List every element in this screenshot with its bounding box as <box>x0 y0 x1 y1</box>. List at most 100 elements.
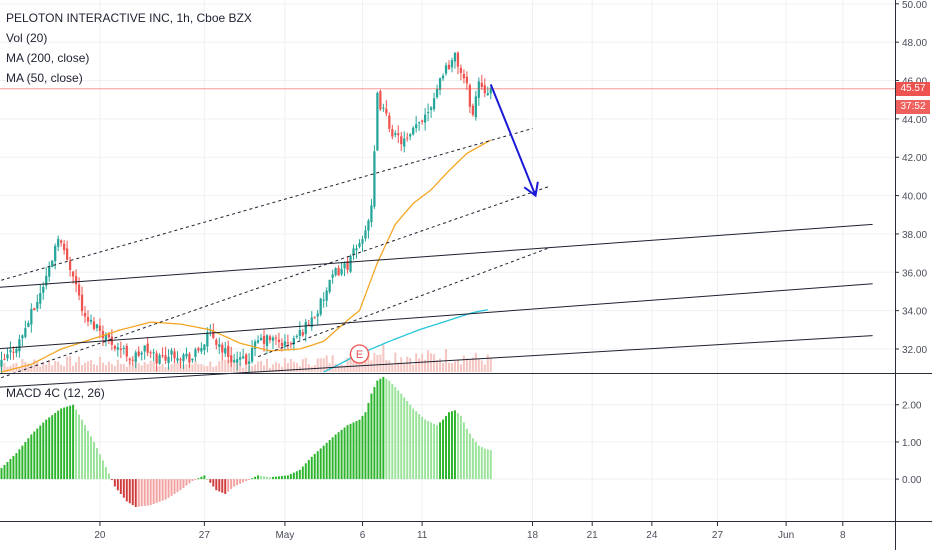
volume-bar <box>430 353 433 372</box>
volume-bar <box>42 362 45 372</box>
candle-body <box>253 341 257 349</box>
candle-body <box>325 290 328 301</box>
trend-line-0[interactable] <box>0 223 873 288</box>
symbol-title[interactable]: PELOTON INTERACTIVE INC, 1h, Cboe BZX <box>6 11 252 25</box>
price-axis-label: 42.00 <box>902 153 927 164</box>
volume-indicator-label[interactable]: Vol (20) <box>6 31 48 45</box>
trend-line-1[interactable] <box>0 283 873 350</box>
channel-line-dashed-4[interactable] <box>0 185 551 380</box>
volume-bar <box>116 359 119 372</box>
macd-histogram-bar <box>155 479 158 503</box>
volume-bar <box>259 361 263 372</box>
price-axis-label: 40.00 <box>902 192 927 203</box>
candle-body <box>337 267 340 276</box>
macd-histogram-bar <box>254 476 257 480</box>
macd-histogram-bar <box>445 415 447 480</box>
macd-histogram-bar <box>394 387 397 480</box>
volume-bar <box>9 365 12 372</box>
volume-bar <box>203 365 206 372</box>
ma50-indicator-label[interactable]: MA (50, close) <box>6 71 83 85</box>
candle-body <box>24 328 27 337</box>
volume-bar <box>346 357 349 372</box>
candle-body <box>206 332 209 347</box>
volume-bar <box>218 361 221 372</box>
candle-body <box>313 316 316 318</box>
volume-bar <box>331 355 334 372</box>
price-axis-label: 34.00 <box>902 307 927 318</box>
candle-body <box>271 337 275 341</box>
candle-body <box>125 345 128 357</box>
macd-histogram-bar <box>0 467 3 480</box>
volume-bar <box>51 365 54 372</box>
macd-histogram-bar <box>301 466 304 480</box>
candle-body <box>176 358 179 361</box>
macd-histogram-bar <box>400 393 403 480</box>
macd-histogram-bar <box>283 475 286 480</box>
candle-body <box>95 324 99 329</box>
candle-body <box>200 348 203 352</box>
projection-arrow-line[interactable] <box>489 83 537 196</box>
candle-body <box>456 52 460 67</box>
macd-histogram-bar <box>337 432 340 480</box>
macd-histogram-bar <box>421 416 424 480</box>
macd-histogram-bar <box>224 479 227 494</box>
macd-histogram-bar <box>200 476 203 480</box>
candle-body <box>283 341 287 347</box>
candle-body <box>486 93 489 96</box>
candle-body <box>376 92 379 151</box>
macd-histogram-bar <box>474 441 477 480</box>
volume-bar <box>164 367 167 372</box>
macd-histogram-bar <box>78 414 81 480</box>
candle-body <box>185 353 188 357</box>
volume-bar <box>403 362 406 372</box>
volume-bar <box>319 358 322 372</box>
candle-body <box>83 312 87 317</box>
volume-bar <box>48 359 51 372</box>
macd-histogram-bar <box>245 479 248 481</box>
candle-body <box>304 321 307 335</box>
candle-body <box>239 357 242 360</box>
macd-histogram-bar <box>131 479 134 506</box>
macd-histogram-bar <box>179 479 182 491</box>
candle-body <box>265 335 269 347</box>
macd-histogram-bar <box>385 378 388 480</box>
macd-histogram-bar <box>322 445 325 480</box>
time-axis-label: 20 <box>94 530 106 541</box>
candle-body <box>343 263 346 269</box>
candle-body <box>3 358 6 360</box>
volume-bar <box>400 357 403 372</box>
volume-bar <box>54 360 57 372</box>
volume-bar <box>364 357 367 372</box>
candle-body <box>364 230 367 239</box>
candle-body <box>54 245 57 262</box>
time-axis-label: 27 <box>199 530 211 541</box>
macd-histogram-bar <box>63 407 66 480</box>
candle-body <box>358 243 361 247</box>
candle-body <box>209 330 212 332</box>
earnings-marker[interactable]: E <box>349 344 370 364</box>
channel-line-dashed-3[interactable] <box>0 127 533 282</box>
volume-bar <box>191 364 194 372</box>
volume-bar <box>280 366 283 372</box>
trend-line-2[interactable] <box>0 335 873 388</box>
macd-histogram-bar <box>30 434 33 480</box>
candle-body <box>462 74 466 79</box>
channel-line-dashed-5[interactable] <box>257 246 551 358</box>
candle-body <box>167 356 170 364</box>
time-axis-label: 21 <box>587 530 599 541</box>
macd-histogram-bar <box>439 422 442 480</box>
candle-body <box>361 239 364 244</box>
volume-bar <box>427 350 430 372</box>
candle-body <box>316 313 319 317</box>
ma200-indicator-label[interactable]: MA (200, close) <box>6 51 90 65</box>
candle-body <box>6 354 9 359</box>
volume-bar <box>367 352 370 372</box>
candle-body <box>86 317 90 322</box>
macd-histogram-bar <box>292 472 295 480</box>
macd-indicator-label[interactable]: MACD 4C (12, 26) <box>6 386 105 400</box>
candle-body <box>30 308 33 325</box>
macd-histogram-bar <box>450 411 453 480</box>
volume-bar <box>113 365 116 372</box>
